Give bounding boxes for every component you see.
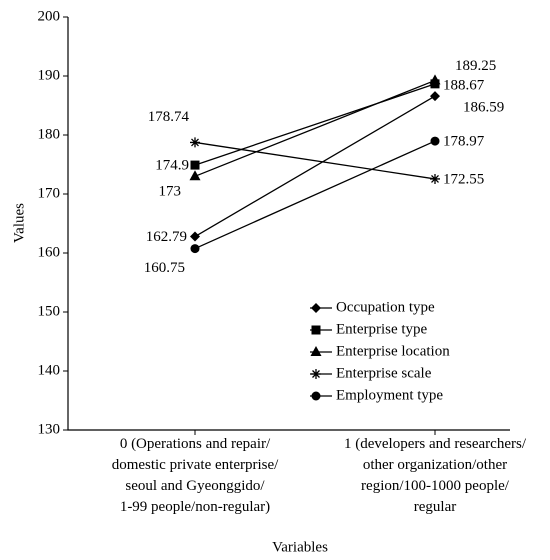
y-tick-label: 180 (38, 126, 61, 142)
legend-label: Enterprise location (336, 343, 450, 359)
x-axis-label: Variables (272, 539, 328, 555)
y-tick-label: 190 (38, 67, 61, 83)
x-tick-label-line: other organization/other (363, 457, 507, 473)
data-label: 178.97 (443, 134, 485, 150)
x-tick-label-line: seoul and Gyeonggido/ (125, 478, 265, 494)
marker (430, 91, 440, 102)
legend-label: Employment type (336, 387, 443, 403)
data-label: 188.67 (443, 77, 485, 93)
data-label: 189.25 (455, 58, 496, 74)
series-line (194, 140, 436, 250)
y-tick-label: 130 (38, 421, 61, 437)
series-line (194, 83, 436, 166)
x-tick-label-line: domestic private enterprise/ (112, 457, 279, 473)
x-tick-label-line: 0 (Operations and repair/ (120, 436, 271, 452)
y-axis-label: Values (11, 203, 27, 243)
legend-label: Occupation type (336, 299, 435, 315)
x-tick-label: 1 (developers and researchers/other orga… (344, 436, 527, 515)
data-label: 174.9 (155, 158, 189, 174)
x-tick-label-line: region/100-1000 people/ (361, 478, 510, 494)
marker (430, 136, 440, 146)
y-tick-label: 140 (38, 362, 61, 378)
data-label: 160.75 (144, 260, 185, 276)
y-tick-label: 170 (38, 185, 61, 201)
legend-label: Enterprise type (336, 321, 428, 337)
x-tick-label-line: 1-99 people/non-regular) (120, 499, 270, 515)
x-tick-label-line: 1 (developers and researchers/ (344, 436, 527, 452)
marker (429, 74, 441, 85)
marker (190, 244, 200, 254)
series-line (194, 141, 436, 180)
y-tick-label: 160 (38, 244, 61, 260)
data-label: 173 (159, 184, 182, 200)
data-label: 186.59 (463, 100, 504, 116)
marker (311, 391, 321, 401)
marker (190, 137, 200, 148)
marker (311, 369, 321, 379)
marker (190, 160, 200, 170)
marker (190, 231, 200, 242)
y-tick-label: 200 (38, 8, 61, 24)
marker (430, 173, 440, 184)
series-line (194, 95, 436, 238)
legend-label: Enterprise scale (336, 365, 432, 381)
x-tick-label: 0 (Operations and repair/domestic privat… (112, 436, 279, 515)
data-label: 178.74 (148, 109, 190, 125)
marker (189, 170, 201, 181)
marker (310, 346, 322, 356)
data-label: 162.79 (146, 229, 187, 245)
marker (311, 303, 321, 313)
y-tick-label: 150 (38, 303, 61, 319)
data-label: 172.55 (443, 171, 484, 187)
marker (311, 325, 321, 335)
x-tick-label-line: regular (414, 499, 456, 515)
series-line (194, 79, 436, 177)
